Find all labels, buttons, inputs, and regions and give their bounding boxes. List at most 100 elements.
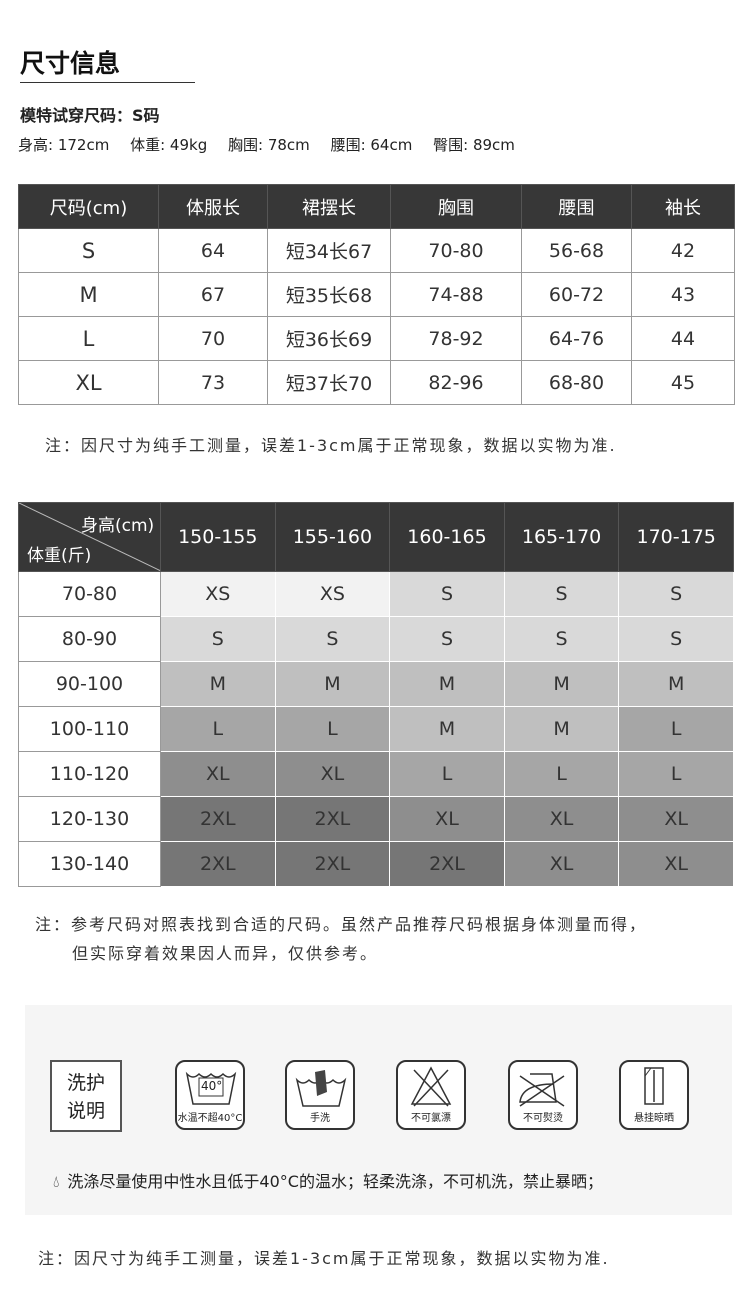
- height-header: 170-175: [618, 502, 734, 572]
- value-cell: 64-76: [521, 316, 632, 361]
- value-cell: 42: [631, 228, 735, 273]
- recommended-size-cell: L: [274, 706, 391, 752]
- note-bottom: 注：因尺寸为纯手工测量，误差1-3cm属于正常现象，数据以实物为准.: [38, 1249, 610, 1268]
- recommended-size-cell: S: [618, 616, 734, 662]
- care-icon-label: 悬挂晾晒: [634, 1113, 674, 1124]
- care-label-line1: 洗护: [66, 1072, 105, 1094]
- model-size: 模特试穿尺码：S码: [20, 106, 160, 125]
- waist: 腰围: 64cm: [330, 136, 413, 154]
- weight-cell: 90-100: [18, 661, 161, 707]
- title-underline: [20, 82, 195, 83]
- water-drop-icon: 💧︎: [53, 1172, 60, 1191]
- table-row: L 70 短36长69 78-92 64-76 44: [18, 316, 735, 361]
- value-cell: 78-92: [390, 316, 522, 361]
- table-row: 70-80 XS XS S S S: [18, 571, 734, 617]
- recommended-size-cell: XL: [503, 841, 620, 887]
- weight-cell: 70-80: [18, 571, 161, 617]
- table-row: 90-100 M M M M M: [18, 661, 734, 707]
- note-reference-2: 但实际穿着效果因人而异，仅供参考。: [72, 944, 379, 963]
- care-description: 洗涤尽量使用中性水且低于40°C的温水；轻柔洗涤，不可机洗，禁止暴晒；: [67, 1172, 603, 1191]
- weight-cell: 100-110: [18, 706, 161, 752]
- recommended-size-cell: S: [160, 616, 276, 662]
- page-title: 尺寸信息: [20, 49, 121, 78]
- size-recommendation-table: 身高(cm) 体重(斤) 150-155 155-160 160-165 165-17…: [18, 502, 734, 887]
- recommended-size-cell: XL: [618, 796, 734, 842]
- table-row: XL 73 短37长70 82-96 68-80 45: [18, 360, 735, 405]
- weight: 体重: 49kg: [130, 136, 208, 154]
- recommended-size-cell: S: [274, 616, 391, 662]
- note-reference-1: 注：参考尺码对照表找到合适的尺码。虽然产品推荐尺码根据身体测量而得，: [35, 915, 648, 934]
- recommended-size-cell: XL: [389, 796, 505, 842]
- value-cell: 短37长70: [267, 360, 391, 405]
- column-header: 体服长: [158, 184, 268, 229]
- value-cell: 43: [631, 272, 735, 317]
- table-row: 110-120 XL XL L L L: [18, 751, 734, 797]
- value-cell: 60-72: [521, 272, 632, 317]
- column-header: 袖长: [631, 184, 735, 229]
- table-row: 120-130 2XL 2XL XL XL XL: [18, 796, 734, 842]
- care-instructions: 洗护 说明 40° 水温不超40°C 手洗 不可氯漂 不可熨烫 悬挂晾晒 💧︎ 洗…: [25, 1005, 732, 1215]
- care-icon-label: 水温不超40°C: [177, 1113, 243, 1124]
- recommended-size-cell: 2XL: [160, 796, 276, 842]
- recommended-size-cell: L: [618, 706, 734, 752]
- value-cell: 短34长67: [267, 228, 391, 273]
- weight-cell: 120-130: [18, 796, 161, 842]
- recommended-size-cell: S: [389, 571, 505, 617]
- recommended-size-cell: S: [503, 616, 620, 662]
- value-cell: 67: [158, 272, 268, 317]
- size-table: 尺码(cm) 体服长 裙摆长 胸围 腰围 袖长 S 64 短34长67 70-80 56-68 42 M…: [18, 184, 735, 405]
- hang-dry-icon: 悬挂晾晒: [619, 1060, 689, 1130]
- hand-wash-icon: 手洗: [285, 1060, 355, 1130]
- height: 身高: 172cm: [18, 136, 110, 154]
- height-header: 165-170: [503, 502, 620, 572]
- recommended-size-cell: M: [274, 661, 391, 707]
- recommended-size-cell: S: [503, 571, 620, 617]
- value-cell: 45: [631, 360, 735, 405]
- model-measurements: 身高: 172cm 体重: 49kg 胸围: 78cm 腰围: 64cm 臀围:…: [18, 134, 531, 155]
- table-row: M 67 短35长68 74-88 60-72 43: [18, 272, 735, 317]
- height-header: 160-165: [389, 502, 505, 572]
- size-cell: M: [18, 272, 159, 317]
- care-icon-label: 不可熨烫: [523, 1113, 563, 1124]
- bust: 胸围: 78cm: [228, 136, 310, 154]
- column-header: 尺码(cm): [18, 184, 159, 229]
- note-measurement: 注：因尺寸为纯手工测量，误差1-3cm属于正常现象，数据以实物为准.: [45, 436, 617, 455]
- recommended-size-cell: S: [389, 616, 505, 662]
- column-header: 胸围: [390, 184, 522, 229]
- recommended-size-cell: M: [618, 661, 734, 707]
- care-label: 洗护 说明: [50, 1060, 122, 1132]
- recommended-size-cell: S: [618, 571, 734, 617]
- value-cell: 70-80: [390, 228, 522, 273]
- care-icon-label: 不可氯漂: [411, 1113, 451, 1124]
- weight-cell: 110-120: [18, 751, 161, 797]
- recommended-size-cell: 2XL: [389, 841, 505, 887]
- recommended-size-cell: L: [503, 751, 620, 797]
- hip: 臀围: 89cm: [433, 136, 515, 154]
- recommended-size-cell: M: [389, 706, 505, 752]
- recommended-size-cell: 2XL: [274, 841, 391, 887]
- recommended-size-cell: XL: [160, 751, 276, 797]
- recommended-size-cell: XS: [274, 571, 391, 617]
- value-cell: 短35长68: [267, 272, 391, 317]
- recommended-size-cell: M: [503, 706, 620, 752]
- recommended-size-cell: XL: [618, 841, 734, 887]
- weight-cell: 80-90: [18, 616, 161, 662]
- corner-height: 身高(cm): [81, 516, 155, 536]
- value-cell: 68-80: [521, 360, 632, 405]
- recommended-size-cell: XS: [160, 571, 276, 617]
- recommended-size-cell: M: [160, 661, 276, 707]
- size-cell: S: [18, 228, 159, 273]
- value-cell: 44: [631, 316, 735, 361]
- care-icon-label: 手洗: [310, 1113, 330, 1124]
- table-row: 80-90 S S S S S: [18, 616, 734, 662]
- wash-40-icon: 40° 水温不超40°C: [175, 1060, 245, 1130]
- recommended-size-cell: XL: [274, 751, 391, 797]
- value-cell: 70: [158, 316, 268, 361]
- wash-temp: 40°: [201, 1079, 223, 1093]
- table-corner: 身高(cm) 体重(斤): [18, 502, 161, 572]
- no-bleach-icon: 不可氯漂: [396, 1060, 466, 1130]
- table-row: 100-110 L L M M L: [18, 706, 734, 752]
- column-header: 裙摆长: [267, 184, 391, 229]
- recommended-size-cell: L: [618, 751, 734, 797]
- table-row: S 64 短34长67 70-80 56-68 42: [18, 228, 735, 273]
